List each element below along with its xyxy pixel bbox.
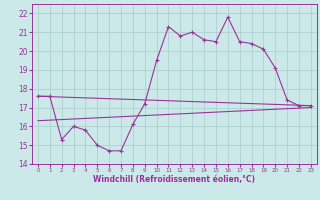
X-axis label: Windchill (Refroidissement éolien,°C): Windchill (Refroidissement éolien,°C) (93, 175, 255, 184)
